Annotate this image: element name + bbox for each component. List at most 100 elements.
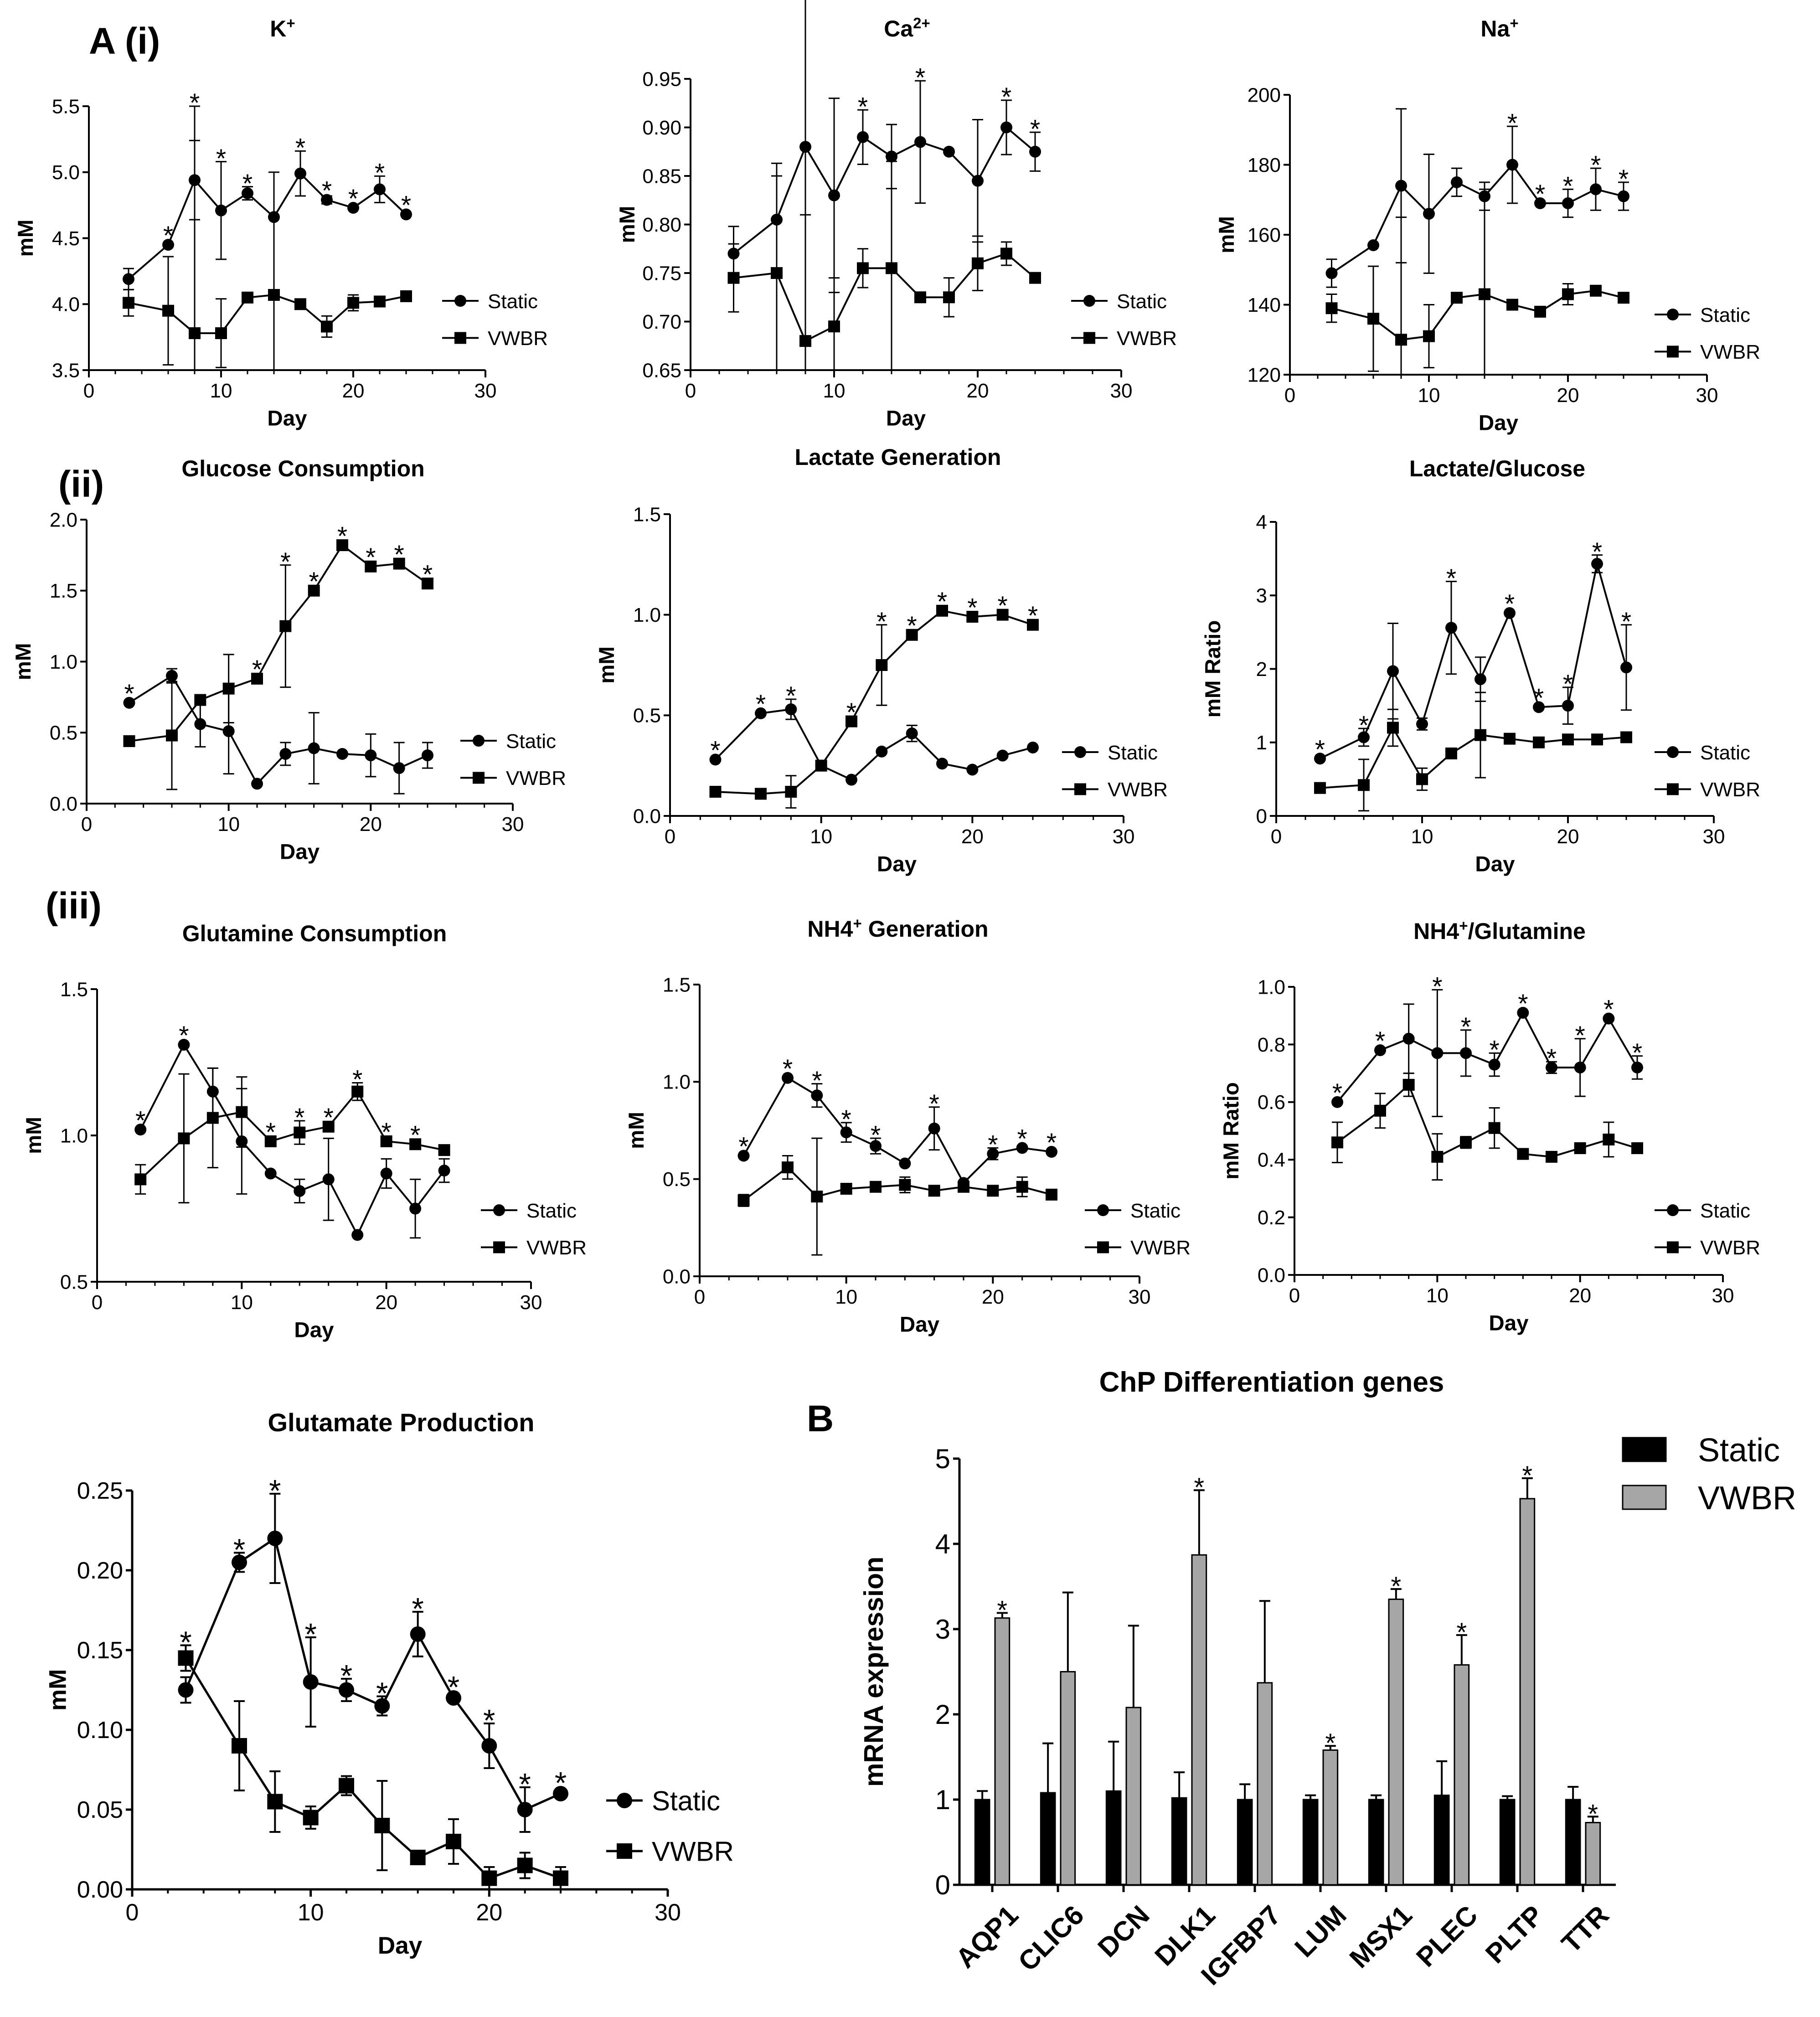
series-line-static	[715, 708, 1033, 781]
legend-label-vwbr: VWBR	[1117, 327, 1177, 350]
significance-asterisk: *	[179, 1021, 189, 1050]
significance-asterisk: *	[1575, 1021, 1585, 1050]
data-point-static	[1387, 665, 1399, 677]
x-axis-label: Day	[900, 1313, 940, 1337]
legend-label-vwbr: VWBR	[1698, 1480, 1796, 1517]
data-point-static	[1358, 731, 1370, 743]
significance-asterisk: *	[555, 1766, 567, 1800]
data-point-static	[1631, 1061, 1643, 1073]
chart-title-superscript: +	[1510, 15, 1518, 31]
x-tick-label: 30	[655, 1899, 681, 1926]
bar-vwbr	[1388, 1599, 1404, 1886]
bar-vwbr	[1257, 1682, 1273, 1886]
data-point-vwbr	[166, 729, 178, 742]
bar-static	[1368, 1799, 1384, 1886]
data-point-static	[374, 183, 386, 196]
x-tick-label: 10	[298, 1899, 324, 1926]
x-tick-label: 30	[474, 380, 497, 402]
y-tick-label: 0.0	[663, 1265, 691, 1288]
data-point-vwbr	[1374, 1104, 1386, 1117]
significance-asterisk: *	[190, 88, 200, 118]
significance-asterisk: *	[871, 1120, 881, 1150]
data-point-vwbr	[365, 560, 377, 573]
data-point-vwbr	[194, 694, 206, 706]
legend-marker-static	[1667, 1204, 1679, 1216]
data-point-static	[308, 742, 320, 754]
data-point-vwbr	[840, 1183, 852, 1195]
data-point-static	[438, 1165, 450, 1177]
legend-marker-static	[1097, 1204, 1109, 1216]
significance-asterisk: *	[738, 1132, 748, 1161]
legend-marker-static	[1667, 309, 1679, 320]
significance-asterisk: *	[352, 1065, 362, 1094]
data-point-vwbr	[1590, 284, 1602, 297]
data-point-vwbr	[785, 786, 797, 798]
significance-asterisk: *	[1446, 564, 1456, 593]
data-point-static	[242, 187, 253, 200]
y-axis-label: mM	[615, 206, 639, 243]
x-tick-label: 10	[217, 813, 240, 836]
data-point-static	[828, 189, 840, 201]
bar-vwbr	[1060, 1671, 1076, 1886]
legend-label-static: Static	[1130, 1200, 1181, 1222]
data-point-vwbr	[374, 1818, 390, 1833]
bar-static	[1040, 1792, 1056, 1886]
legend-swatch-vwbr	[1622, 1485, 1667, 1510]
y-tick-label: 0.8	[1258, 1034, 1285, 1056]
series-line-vwbr	[1336, 1083, 1638, 1158]
data-point-static	[222, 725, 235, 738]
significance-asterisk: *	[998, 591, 1008, 620]
data-point-static	[1451, 176, 1463, 188]
legend-label-vwbr: VWBR	[488, 327, 548, 350]
series-line-static	[185, 1536, 562, 1811]
significance-asterisk: *	[280, 547, 290, 577]
data-point-vwbr	[336, 539, 348, 552]
x-tick-label: 20	[982, 1286, 1004, 1308]
data-point-vwbr	[987, 1185, 999, 1197]
y-tick-label: 0.25	[77, 1478, 123, 1504]
data-point-vwbr	[906, 629, 918, 641]
legend-label-static: Static	[1698, 1432, 1780, 1469]
chart-title-text: Ca	[884, 16, 913, 41]
significance-asterisk: *	[519, 1768, 531, 1802]
legend-swatch-static	[1622, 1437, 1667, 1462]
chart-title: NH4+/Glutamine	[1413, 917, 1586, 944]
significance-asterisk: *	[375, 159, 385, 188]
x-tick-label: 10	[1411, 825, 1433, 848]
data-point-vwbr	[438, 1144, 450, 1156]
legend-marker-static	[1667, 746, 1679, 758]
data-point-static	[134, 1124, 147, 1136]
legend-label-vwbr: VWBR	[1700, 1237, 1760, 1259]
data-point-static	[785, 703, 797, 716]
y-tick-label: 140	[1248, 294, 1281, 316]
significance-asterisk: *	[366, 543, 376, 572]
bar-static	[1105, 1790, 1122, 1886]
x-tick-label: 10	[1426, 1284, 1449, 1307]
significance-asterisk: *	[929, 1089, 939, 1119]
data-point-static	[1603, 1012, 1615, 1025]
significance-asterisk: *	[907, 611, 917, 640]
significance-asterisk: *	[1505, 589, 1515, 619]
chart-title: Na+	[1480, 15, 1518, 42]
significance-asterisk: *	[1391, 1572, 1402, 1601]
data-point-static	[1027, 741, 1039, 753]
data-point-vwbr	[996, 609, 1009, 621]
y-tick-label: 0.5	[50, 722, 77, 744]
x-tick-label: 0	[1289, 1284, 1300, 1307]
data-point-vwbr	[222, 682, 235, 695]
x-category-label: DCN	[1092, 1899, 1155, 1963]
data-point-static	[1029, 145, 1041, 158]
data-point-vwbr	[374, 295, 386, 308]
significance-asterisk: *	[1588, 1799, 1598, 1829]
significance-asterisk: *	[269, 1474, 281, 1508]
data-point-static	[1504, 607, 1516, 619]
data-point-vwbr	[268, 289, 280, 301]
significance-asterisk: *	[135, 1106, 145, 1135]
data-point-vwbr	[1027, 619, 1039, 631]
data-point-static	[294, 167, 306, 180]
y-tick-label: 1.0	[50, 651, 77, 673]
significance-asterisk: *	[1461, 1012, 1471, 1042]
y-tick-label: 4.0	[52, 294, 80, 316]
x-axis-label: Day	[1489, 1311, 1529, 1336]
